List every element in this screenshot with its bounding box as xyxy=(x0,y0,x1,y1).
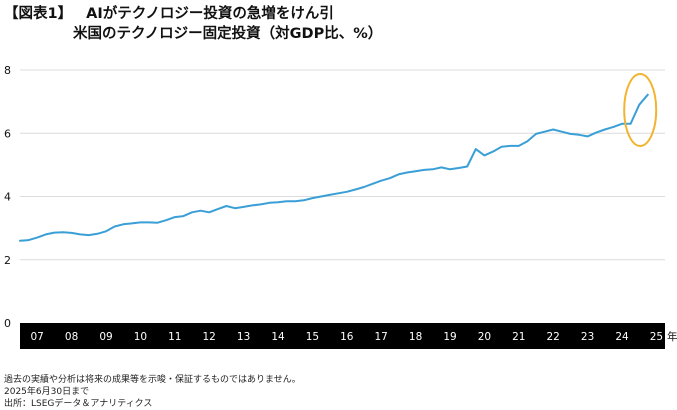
y-tick-label: 6 xyxy=(4,127,11,140)
x-tick-label: 13 xyxy=(237,331,250,343)
x-tick-label: 08 xyxy=(65,331,78,343)
y-tick-label: 0 xyxy=(4,317,11,330)
x-tick-label: 23 xyxy=(581,331,594,343)
chart-subtitle: 米国のテクノロジー固定投資（対GDP比、%） xyxy=(73,26,383,42)
y-tick-label: 8 xyxy=(4,64,11,77)
x-tick-label: 09 xyxy=(99,331,112,343)
date-note: 2025年6月30日まで xyxy=(4,387,90,397)
x-tick-label: 17 xyxy=(375,331,388,343)
disclaimer-text: 過去の実績や分析は将来の成果等を示唆・保証するものではありません。 xyxy=(4,375,301,385)
source-text: 出所：LSEGデータ＆アナリティクス xyxy=(4,399,153,409)
x-tick-label: 07 xyxy=(31,331,44,343)
x-unit-label: 年 xyxy=(667,330,677,343)
y-tick-label: 4 xyxy=(4,191,11,204)
x-tick-label: 16 xyxy=(340,331,354,343)
x-tick-label: 12 xyxy=(203,331,216,343)
x-tick-label: 24 xyxy=(615,331,629,343)
x-tick-label: 10 xyxy=(134,331,147,343)
x-tick-label: 19 xyxy=(443,331,456,343)
x-tick-label: 20 xyxy=(478,331,491,343)
figure-label: 【図表1】 xyxy=(4,6,73,22)
x-tick-label: 11 xyxy=(168,331,181,343)
chart-title: AIがテクノロジー投資の急増をけん引 xyxy=(86,6,334,22)
x-tick-label: 25 xyxy=(650,331,663,343)
x-tick-label: 18 xyxy=(409,331,422,343)
footer-notes: 過去の実績や分析は将来の成果等を示唆・保証するものではありません。 2025年6… xyxy=(4,374,301,410)
highlight-circle xyxy=(623,72,658,147)
x-tick-label: 21 xyxy=(512,331,525,343)
chart-title-line: 【図表1】 AIがテクノロジー投資の急増をけん引 xyxy=(4,2,334,23)
x-tick-label: 22 xyxy=(547,331,560,343)
x-tick-label: 14 xyxy=(271,331,285,343)
x-axis-band xyxy=(20,323,665,349)
x-tick-label: 15 xyxy=(306,331,319,343)
y-tick-label: 2 xyxy=(4,254,11,267)
series-line xyxy=(19,93,649,242)
